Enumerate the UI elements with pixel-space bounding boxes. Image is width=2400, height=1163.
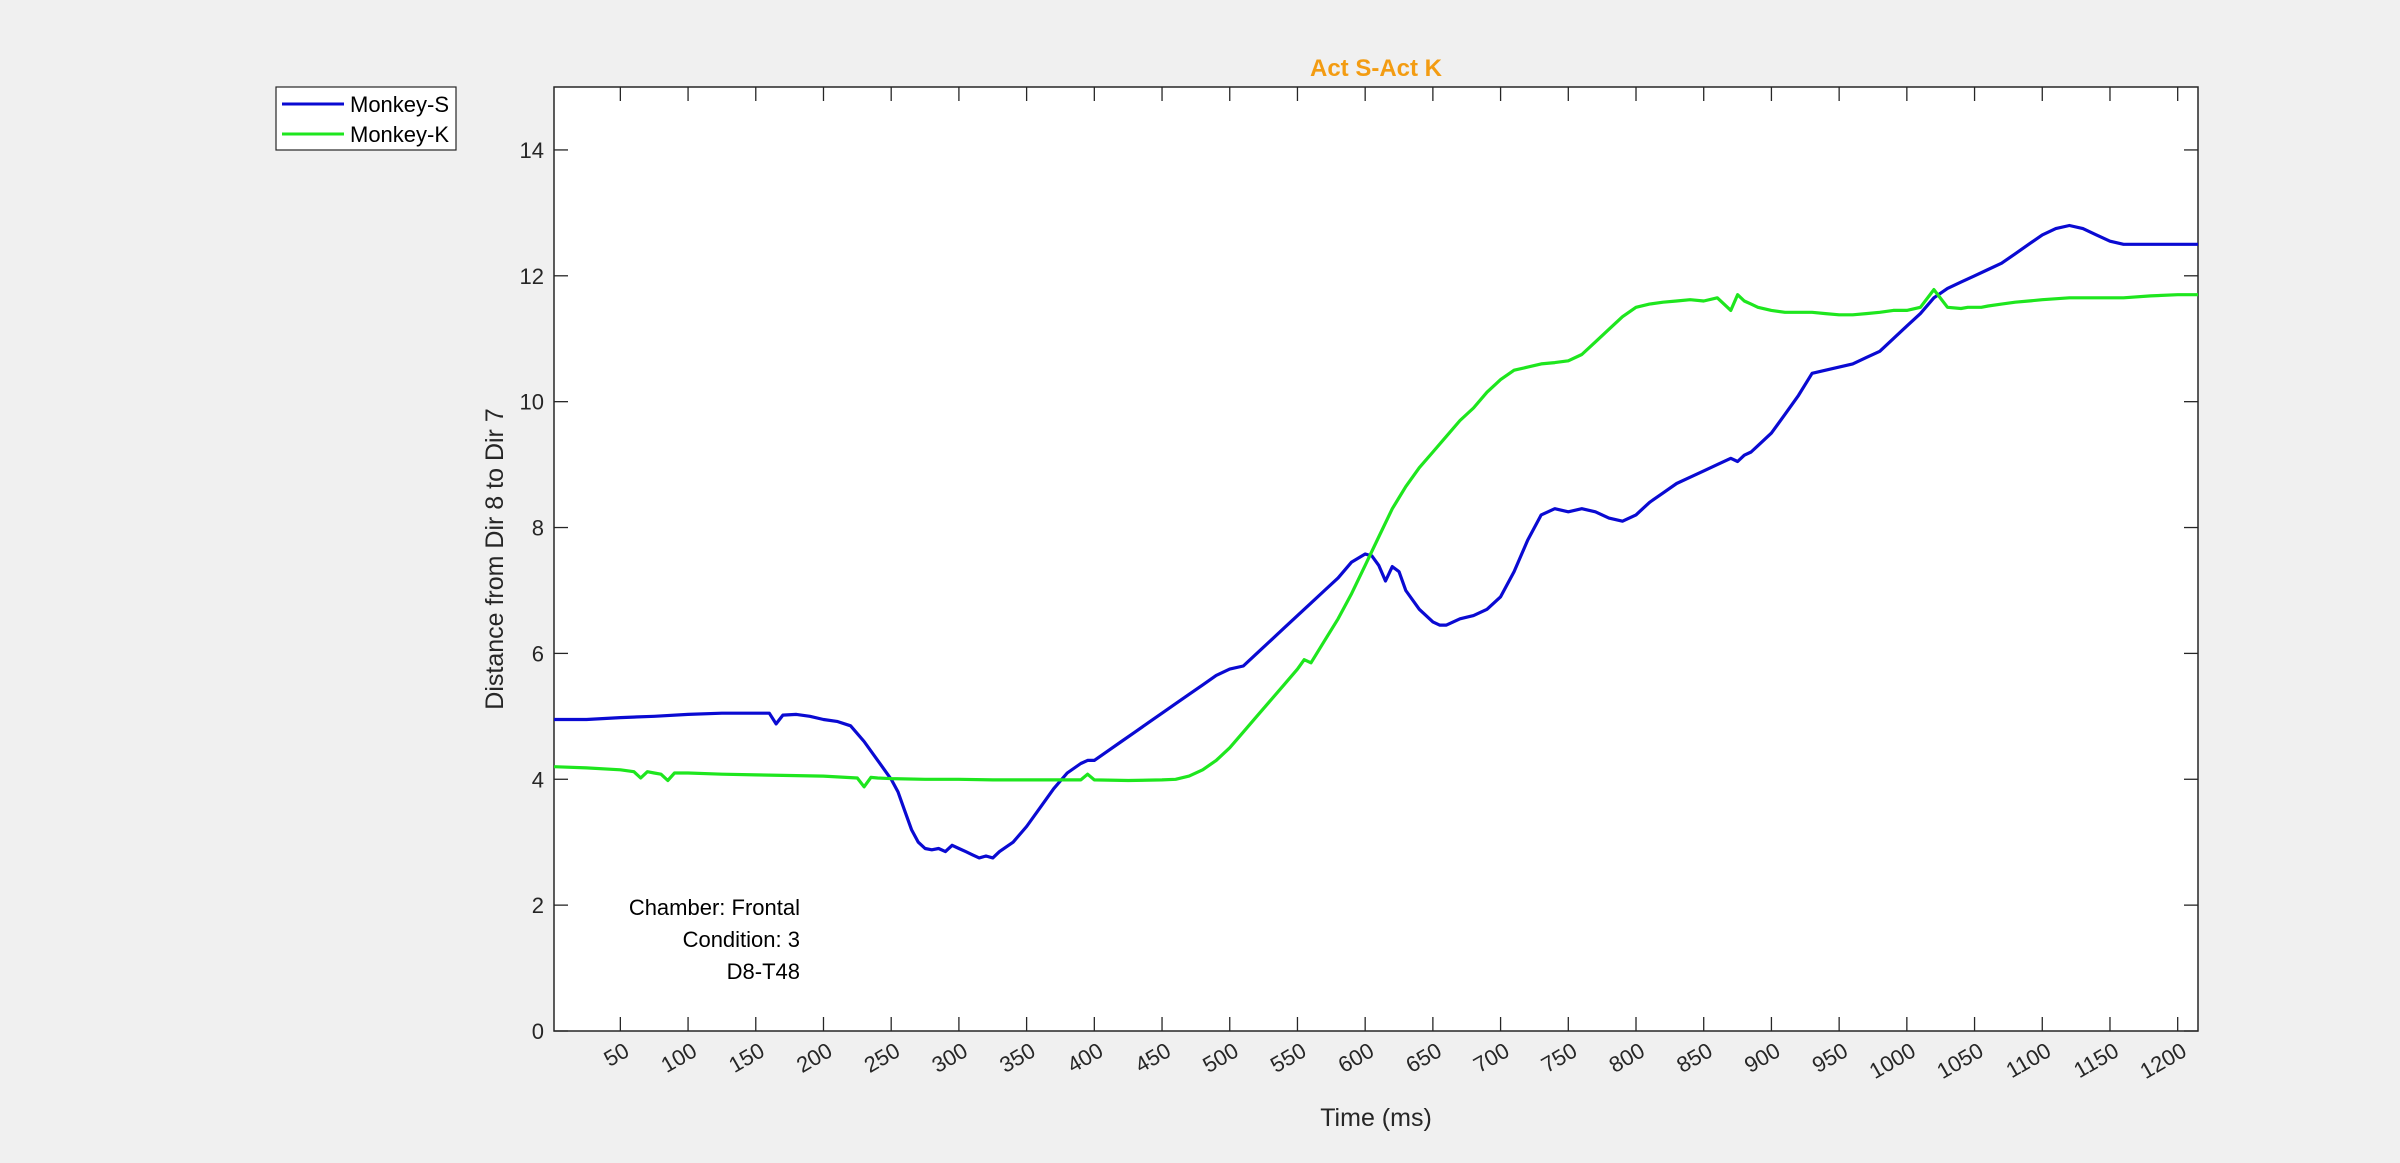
y-tick-label: 4: [532, 767, 544, 792]
annotation-trial: D8-T48: [727, 959, 800, 984]
x-tick-label: 750: [1537, 1038, 1581, 1078]
x-tick-label: 700: [1469, 1038, 1513, 1078]
x-tick-label: 50: [600, 1038, 634, 1072]
legend: Monkey-S Monkey-K: [275, 86, 457, 151]
x-tick-label: 850: [1672, 1038, 1716, 1078]
x-tick-label: 400: [1063, 1038, 1107, 1078]
x-tick-label: 1100: [2002, 1038, 2055, 1083]
x-tick-label: 250: [860, 1038, 904, 1078]
annotation-chamber: Chamber: Frontal: [629, 895, 800, 920]
y-tick-label: 14: [520, 138, 544, 163]
y-tick-label: 6: [532, 641, 544, 666]
x-tick-label: 900: [1740, 1038, 1784, 1078]
series-line-monkey-k: [553, 288, 2198, 789]
x-tick-label: 100: [657, 1038, 701, 1078]
x-tick-label: 550: [1266, 1038, 1310, 1078]
x-tick-label: 1200: [2136, 1038, 2191, 1084]
y-tick-label: 0: [532, 1019, 544, 1044]
legend-label-monkey-s: Monkey-S: [350, 92, 449, 117]
x-tick-label: 650: [1401, 1038, 1445, 1078]
legend-label-monkey-k: Monkey-K: [350, 122, 449, 147]
series-line-monkey-s: [554, 223, 2198, 860]
x-tick-label: 150: [724, 1038, 768, 1078]
x-axis-label: Time (ms): [1320, 1104, 1432, 1132]
x-tick-label: 200: [792, 1038, 836, 1078]
legend-box: [275, 86, 457, 151]
y-tick-label: 10: [520, 390, 544, 415]
chart-title: Act S-Act K: [1310, 55, 1443, 82]
x-tick-label: 950: [1808, 1038, 1852, 1078]
y-axis-label: Distance from Dir 8 to Dir 7: [481, 408, 509, 709]
x-tick-label: 1150: [2069, 1038, 2122, 1083]
x-tick-label: 500: [1198, 1038, 1242, 1078]
y-tick-label: 2: [532, 893, 544, 918]
x-tick-label: 1000: [1865, 1038, 1920, 1084]
y-tick-label: 8: [532, 516, 544, 541]
x-tick-label: 800: [1605, 1038, 1649, 1078]
x-tick-label: 450: [1131, 1038, 1175, 1078]
annotation-condition: Condition: 3: [683, 927, 800, 952]
x-tick-label: 300: [927, 1038, 971, 1078]
x-tick-label: 600: [1334, 1038, 1378, 1078]
x-tick-label: 1050: [1933, 1038, 1988, 1084]
x-tick-label: 350: [995, 1038, 1039, 1078]
y-tick-label: 12: [520, 264, 544, 289]
annotation-box: Chamber: Frontal Condition: 3 D8-T48: [629, 895, 800, 984]
